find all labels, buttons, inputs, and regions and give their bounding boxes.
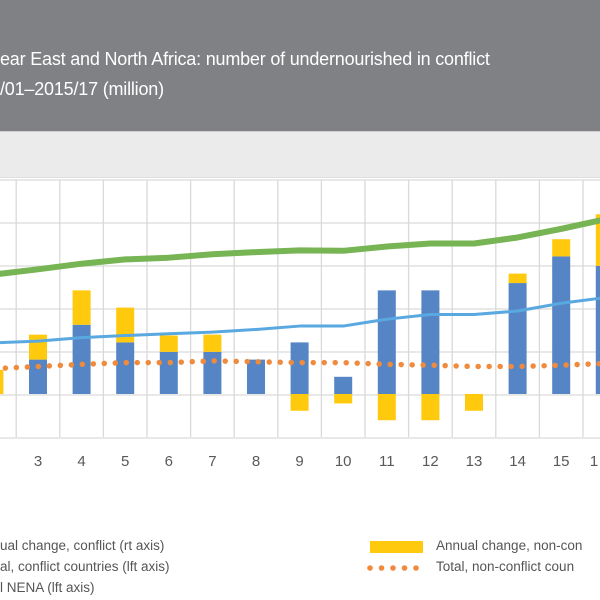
x-tick-label: 10 [335,453,352,470]
legend-nena-total: l NENA (lft axis) [0,580,95,595]
bar-nonconflict [334,394,353,404]
bar-conflict [290,342,309,394]
bar-conflict [421,290,440,394]
x-tick-label: 4 [77,453,85,470]
x-tick-label: 6 [165,453,173,470]
x-tick-label: 13 [466,453,483,470]
bar-conflict [29,359,47,394]
bar-conflict [247,359,265,394]
x-tick-label: 1 [590,453,598,470]
x-tick-label: 15 [553,453,570,470]
bar-nonconflict [421,394,440,421]
legend-swatch-nonconflict-bar [370,541,423,553]
bar-nonconflict [290,394,309,411]
line-total-conflict [0,296,600,345]
x-tick-label: 5 [121,453,129,470]
bar-nonconflict [508,273,527,284]
legend-nonconflict-bar: Annual change, non-con [436,538,583,553]
bar-conflict [116,342,135,394]
legend-conflict-total: al, conflict countries (lft axis) [0,559,170,574]
x-tick-label: 12 [422,453,439,470]
chart-title-line-1: ear East and North Africa: number of und… [0,49,490,69]
bar-conflict [552,256,571,394]
bar-nonconflict [72,290,91,325]
bar-conflict [377,290,396,394]
line-total-nonconflict [0,358,600,372]
legend-swatch-nonconflict-total [367,565,419,571]
bar-nonconflict [203,334,222,352]
subheader-band [0,131,600,178]
bar-conflict [203,351,222,394]
bar-nonconflict [465,394,483,411]
bar-conflict [595,265,600,394]
x-tick-label: 7 [208,453,216,470]
bar-conflict [159,351,178,394]
line-total-nena [0,217,600,277]
chart-header: ear East and North Africa: number of und… [0,0,600,131]
bar-nonconflict [29,334,47,360]
x-tick-label: 9 [295,453,303,470]
bar-nonconflict [552,239,571,257]
legend-conflict-bar: ual change, conflict (rt axis) [0,538,165,553]
x-tick-label: 14 [509,453,526,470]
bar-nonconflict [0,369,4,394]
x-tick-label: 3 [34,453,42,470]
bar-conflict [72,324,91,394]
bar-nonconflict [595,214,600,266]
x-tick-label: 8 [252,453,260,470]
bar-nonconflict [377,394,396,421]
bar-conflict [334,376,353,394]
legend-nonconflict-total: Total, non-conflict coun [436,559,575,574]
chart-title-line-2: /01–2015/17 (million) [0,79,164,99]
bar-conflict [508,283,527,394]
bar-nonconflict [116,307,135,343]
bar-nonconflict [159,335,178,352]
x-tick-label: 11 [379,453,395,470]
